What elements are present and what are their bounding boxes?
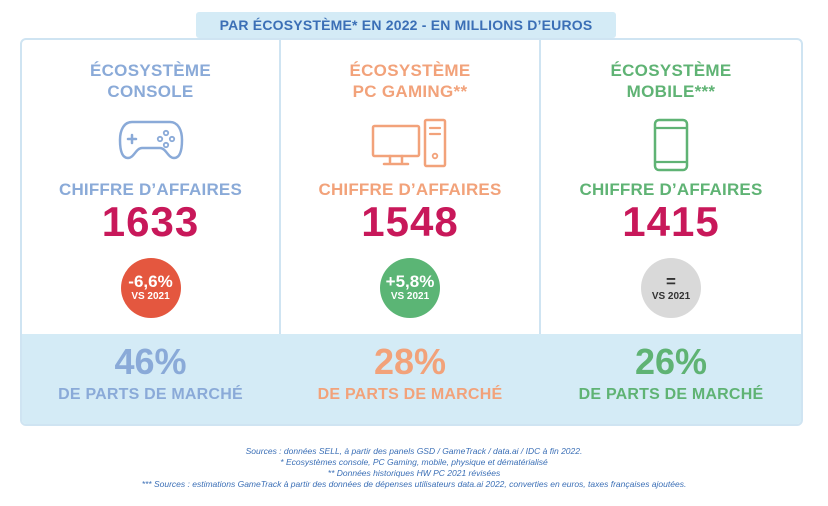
console-change-vs: VS 2021 — [131, 291, 170, 302]
pc-gaming-title-line1: ÉCOSYSTÈME — [349, 61, 471, 80]
console-share-value: 46% — [114, 341, 187, 382]
mobile-revenue-label: CHIFFRE D’AFFAIRES — [579, 180, 763, 199]
pc-gaming-change-badge: +5,8% VS 2021 — [380, 258, 440, 318]
footnote-ecosystems: * Ecosystèmes console, PC Gaming, mobile… — [280, 457, 548, 467]
gamepad-icon — [118, 120, 183, 160]
pc-gaming-share-value: 28% — [373, 341, 447, 382]
market-share-band: 46% DE PARTS DE MARCHÉ 28% DE PARTS DE M… — [22, 334, 801, 424]
pc-gaming-share-label: DE PARTS DE MARCHÉ — [317, 386, 503, 403]
mobile-change-vs: VS 2021 — [651, 291, 691, 302]
console-change-pct: -6,6% — [128, 272, 173, 291]
column-divider — [539, 40, 541, 334]
console-revenue-value: 1633 — [101, 198, 200, 245]
pc-gaming-revenue-label: CHIFFRE D’AFFAIRES — [318, 180, 502, 199]
console-title: ÉCOSYSTÈME CONSOLE — [22, 60, 279, 102]
footnote-mobile-sources: *** Sources : estimations GameTrack à pa… — [141, 479, 687, 489]
pc-gaming-change-vs: VS 2021 — [390, 291, 430, 302]
mobile-market-share: 26% DE PARTS DE MARCHÉ — [541, 342, 801, 404]
pc-gaming-change-pct: +5,8% — [385, 272, 435, 291]
page-title: PAR ÉCOSYSTÈME* EN 2022 - EN MILLIONS D’… — [196, 12, 616, 38]
sources-footnote: Sources : données SELL, à partir des pan… — [0, 446, 828, 490]
ecosystem-panel: ÉCOSYSTÈME CONSOLE CHIFFRE D’AFFAIRES 16… — [20, 38, 803, 426]
mobile-column: ÉCOSYSTÈME MOBILE*** CHIFFRE D’AFFAIRES … — [541, 40, 801, 334]
console-title-line1: ÉCOSYSTÈME — [89, 61, 212, 80]
console-change-badge: -6,6% VS 2021 — [120, 258, 181, 318]
pc-gaming-revenue-value: 1548 — [361, 198, 459, 245]
console-revenue-label: CHIFFRE D’AFFAIRES — [58, 180, 243, 199]
mobile-title-line1: ÉCOSYSTÈME — [610, 61, 732, 80]
mobile-share-label: DE PARTS DE MARCHÉ — [578, 386, 764, 403]
desktop-pc-icon — [371, 118, 447, 168]
mobile-change-badge: = VS 2021 — [641, 258, 701, 318]
pc-gaming-title-line2: PC GAMING** — [352, 82, 468, 101]
pc-gaming-column: ÉCOSYSTÈME PC GAMING** CHIFFRE D’AFFAIRE… — [281, 40, 539, 334]
mobile-change-pct: = — [666, 272, 676, 291]
console-column: ÉCOSYSTÈME CONSOLE CHIFFRE D’AFFAIRES 16… — [22, 40, 279, 334]
pc-gaming-title: ÉCOSYSTÈME PC GAMING** — [281, 60, 539, 102]
mobile-share-value: 26% — [634, 341, 708, 382]
footnote-pc-data: ** Données historiques HW PC 2021 révisé… — [327, 468, 501, 478]
console-title-line2: CONSOLE — [107, 82, 194, 101]
console-share-label: DE PARTS DE MARCHÉ — [58, 386, 243, 403]
mobile-title-line2: MOBILE*** — [626, 82, 716, 101]
footnote-sources: Sources : données SELL, à partir des pan… — [245, 446, 583, 456]
mobile-title: ÉCOSYSTÈME MOBILE*** — [541, 60, 801, 102]
pc-gaming-market-share: 28% DE PARTS DE MARCHÉ — [281, 342, 539, 404]
mobile-revenue-value: 1415 — [622, 198, 720, 245]
column-divider — [279, 40, 281, 334]
smartphone-icon — [653, 118, 689, 172]
console-market-share: 46% DE PARTS DE MARCHÉ — [22, 342, 279, 404]
